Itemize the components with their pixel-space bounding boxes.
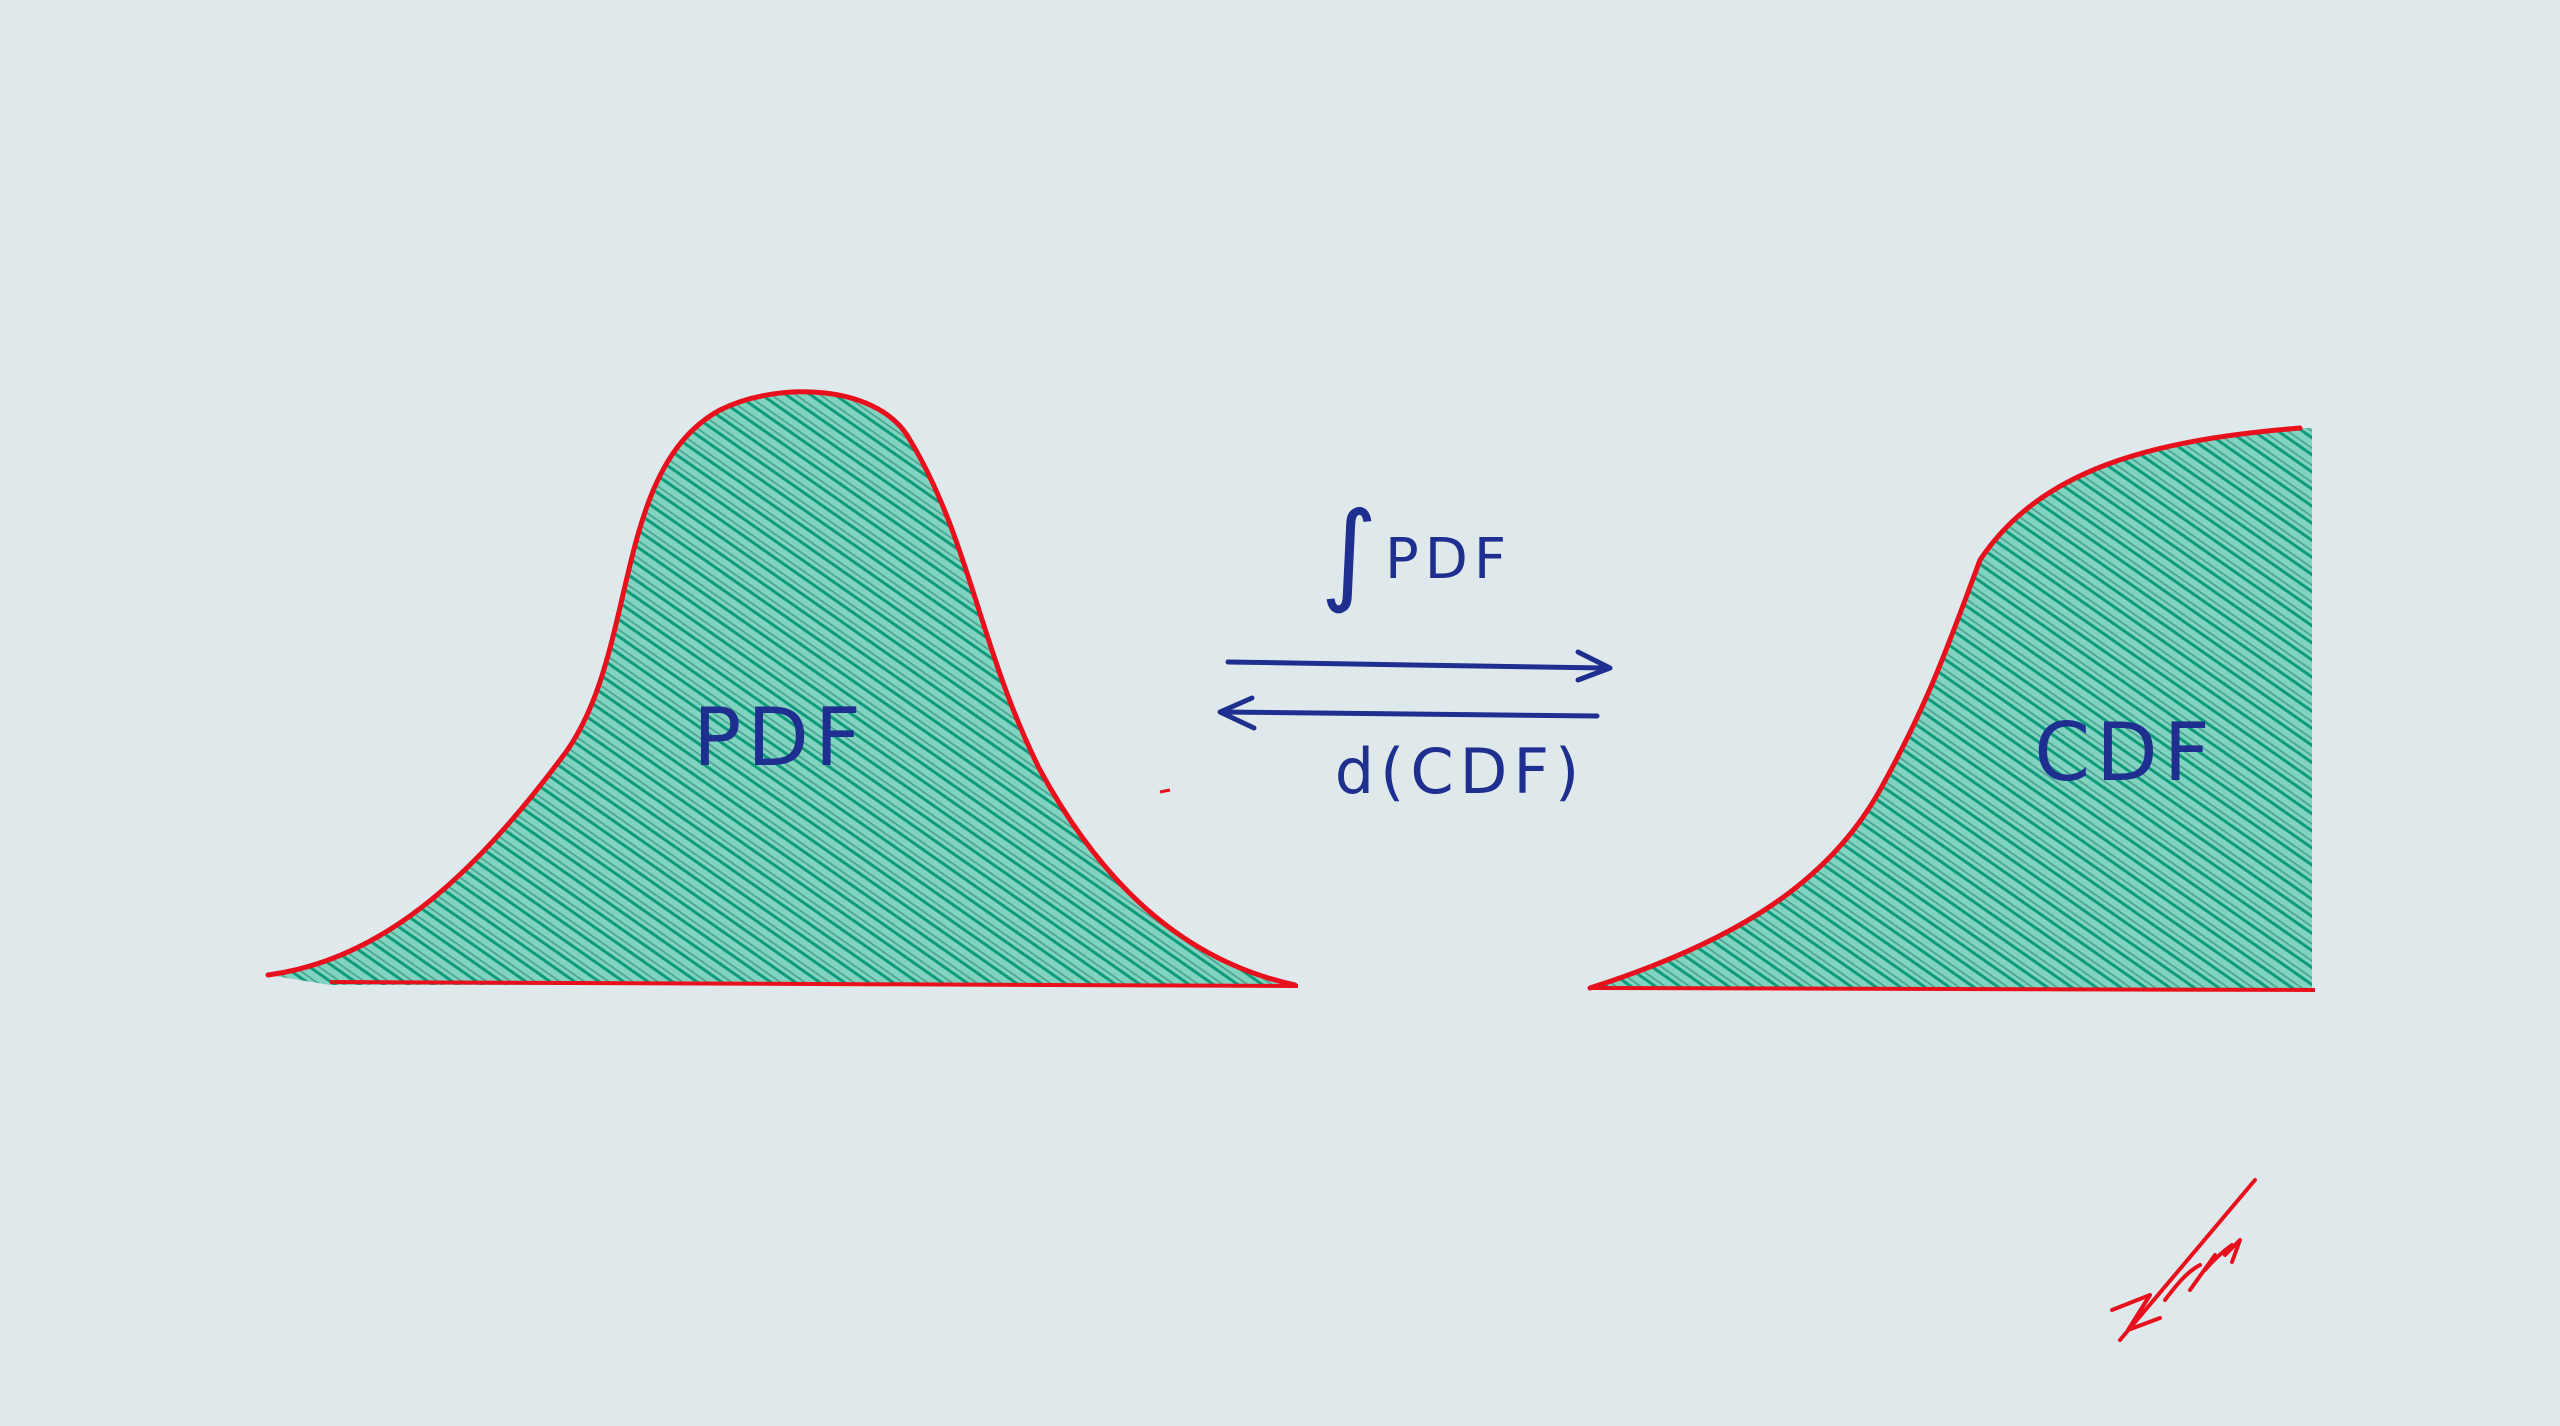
pdf-label: PDF — [693, 691, 867, 784]
pdf-shape: PDF — [265, 389, 1299, 988]
cdf-label: CDF — [2034, 706, 2215, 799]
forward-arrow-shaft — [1225, 659, 1608, 671]
cdf-curve-outline — [1587, 425, 2303, 991]
forward-arrow-head — [1575, 649, 1613, 683]
cdf-baseline — [1589, 986, 2316, 992]
backward-arrow-shaft — [1219, 709, 1600, 719]
integral-symbol: ∫ — [1320, 488, 1383, 616]
backward-arrow-label: d(CDF) — [1335, 735, 1585, 808]
forward-arrow-label: PDF — [1385, 527, 1512, 592]
author-signature — [2110, 1178, 2257, 1342]
pdf-baseline — [329, 980, 1299, 988]
backward-arrow-head — [1217, 695, 1257, 731]
stray-ink-mark — [1159, 788, 1171, 794]
pdf-curve-outline — [265, 389, 1298, 988]
conversion-arrows: ∫ PDF d(CDF) — [1217, 488, 1613, 808]
cdf-shape: CDF — [1587, 425, 2316, 992]
pdf-hatch-fill — [268, 391, 1295, 985]
